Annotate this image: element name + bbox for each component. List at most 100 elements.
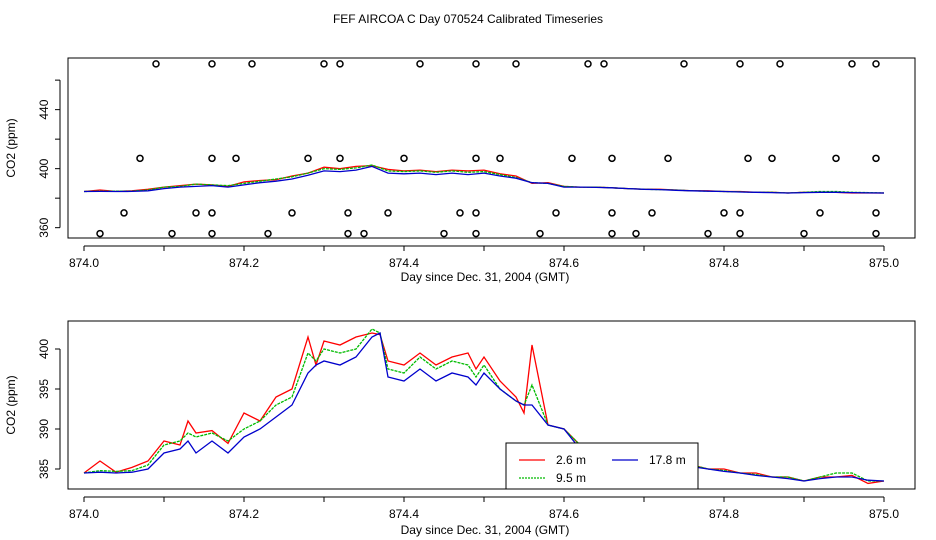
legend-label-17-8m: 17.8 m [649, 453, 686, 467]
data-point-marker [472, 229, 480, 238]
data-point-marker [872, 154, 880, 163]
data-point-marker [608, 154, 616, 163]
x-tick-label: 874.8 [709, 507, 739, 521]
data-point-marker [552, 209, 560, 217]
data-point-marker [832, 154, 840, 163]
data-point-marker [512, 60, 520, 68]
data-point-marker [680, 60, 688, 68]
data-point-marker [440, 229, 448, 238]
bottom-plot-frame [67, 320, 916, 490]
y-tick-label: 400 [37, 339, 51, 359]
legend-label-2-6m: 2.6 m [556, 453, 586, 467]
data-point-marker [496, 154, 504, 163]
top-series-group [83, 164, 885, 194]
x-tick-label: 874.2 [229, 507, 259, 521]
series-line-2-6-m [83, 165, 884, 194]
x-tick-label: 875.0 [869, 507, 899, 521]
data-point-marker [736, 209, 744, 217]
data-point-marker [632, 229, 640, 238]
bottom-plot-area [67, 320, 916, 490]
data-point-marker [720, 209, 728, 217]
data-point-marker [168, 229, 176, 238]
series-line-9-5-m [83, 328, 884, 482]
top-y-axis-label: CO2 (ppm) [4, 118, 18, 177]
data-point-marker [608, 229, 616, 238]
data-point-marker [336, 154, 344, 163]
data-point-marker [264, 229, 272, 238]
x-tick-label: 874.0 [69, 507, 99, 521]
data-point-marker [320, 60, 328, 68]
bottom-x-axis: 874.0 874.2 874.4 874.6 874.8 875.0 [69, 496, 899, 521]
data-point-marker [872, 209, 880, 217]
data-point-marker [344, 229, 352, 238]
data-point-marker [768, 154, 776, 163]
y-tick-label: 390 [37, 419, 51, 439]
bottom-x-axis-label: Day since Dec. 31, 2004 (GMT) [401, 523, 570, 537]
data-point-marker [816, 209, 824, 217]
series-line-17-8-m [83, 332, 885, 482]
x-tick-label: 874.2 [229, 256, 259, 270]
top-markers-group [96, 60, 880, 238]
data-point-marker [416, 60, 424, 68]
x-tick-label: 874.4 [389, 256, 419, 270]
data-point-marker [664, 154, 672, 163]
top-y-axis: 360 400 440 [37, 79, 61, 238]
y-tick-label: 440 [37, 99, 51, 119]
top-plot-area [67, 57, 916, 239]
data-point-marker [192, 209, 200, 217]
x-tick-label: 874.0 [69, 256, 99, 270]
legend-box [505, 442, 699, 490]
data-point-marker [584, 60, 592, 68]
data-point-marker [472, 60, 480, 68]
data-point-marker [208, 209, 216, 217]
data-point-marker [248, 60, 256, 68]
data-point-marker [536, 229, 544, 238]
y-tick-label: 385 [37, 459, 51, 479]
top-panel: 874.0 874.2 874.4 874.6 874.8 875.0 360 400 440… [4, 57, 916, 284]
x-tick-label: 874.4 [389, 507, 419, 521]
data-point-marker [776, 60, 784, 68]
data-point-marker [96, 229, 104, 238]
bottom-panel: 874.0 874.2 874.4 874.6 874.8 875.0 385 390 395… [4, 320, 916, 537]
data-point-marker [136, 154, 144, 163]
data-point-marker [704, 229, 712, 238]
data-point-marker [736, 60, 744, 68]
data-point-marker [304, 154, 312, 163]
data-point-marker [288, 209, 296, 217]
top-x-axis-label: Day since Dec. 31, 2004 (GMT) [401, 270, 570, 284]
bottom-y-axis-label: CO2 (ppm) [4, 375, 18, 434]
data-point-marker [648, 209, 656, 217]
x-tick-label: 874.6 [549, 507, 579, 521]
x-tick-label: 874.8 [709, 256, 739, 270]
data-point-marker [848, 60, 856, 68]
data-point-marker [208, 60, 216, 68]
series-line-9-5-m [83, 164, 885, 194]
series-line-17-8-m [83, 165, 885, 194]
data-point-marker [456, 209, 464, 217]
data-point-marker [744, 154, 752, 163]
x-tick-label: 874.6 [549, 256, 579, 270]
data-point-marker [872, 60, 880, 68]
top-x-axis: 874.0 874.2 874.4 874.6 874.8 875.0 [69, 245, 899, 270]
series-line-2-6-m [83, 332, 885, 485]
data-point-marker [152, 60, 160, 68]
data-point-marker [336, 60, 344, 68]
y-tick-label: 360 [37, 217, 51, 237]
bottom-y-axis: 385 390 395 400 [37, 339, 61, 479]
data-point-marker [120, 209, 128, 217]
data-point-marker [608, 209, 616, 217]
data-point-marker [208, 229, 216, 238]
data-point-marker [800, 229, 808, 238]
x-tick-label: 875.0 [869, 256, 899, 270]
bottom-series-group [83, 328, 885, 485]
data-point-marker [360, 229, 368, 238]
data-point-marker [384, 209, 392, 217]
data-point-marker [472, 209, 480, 217]
data-point-marker [208, 154, 216, 163]
data-point-marker [232, 154, 240, 163]
y-tick-label: 395 [37, 379, 51, 399]
data-point-marker [472, 154, 480, 163]
top-plot-frame [67, 57, 916, 239]
data-point-marker [344, 209, 352, 217]
